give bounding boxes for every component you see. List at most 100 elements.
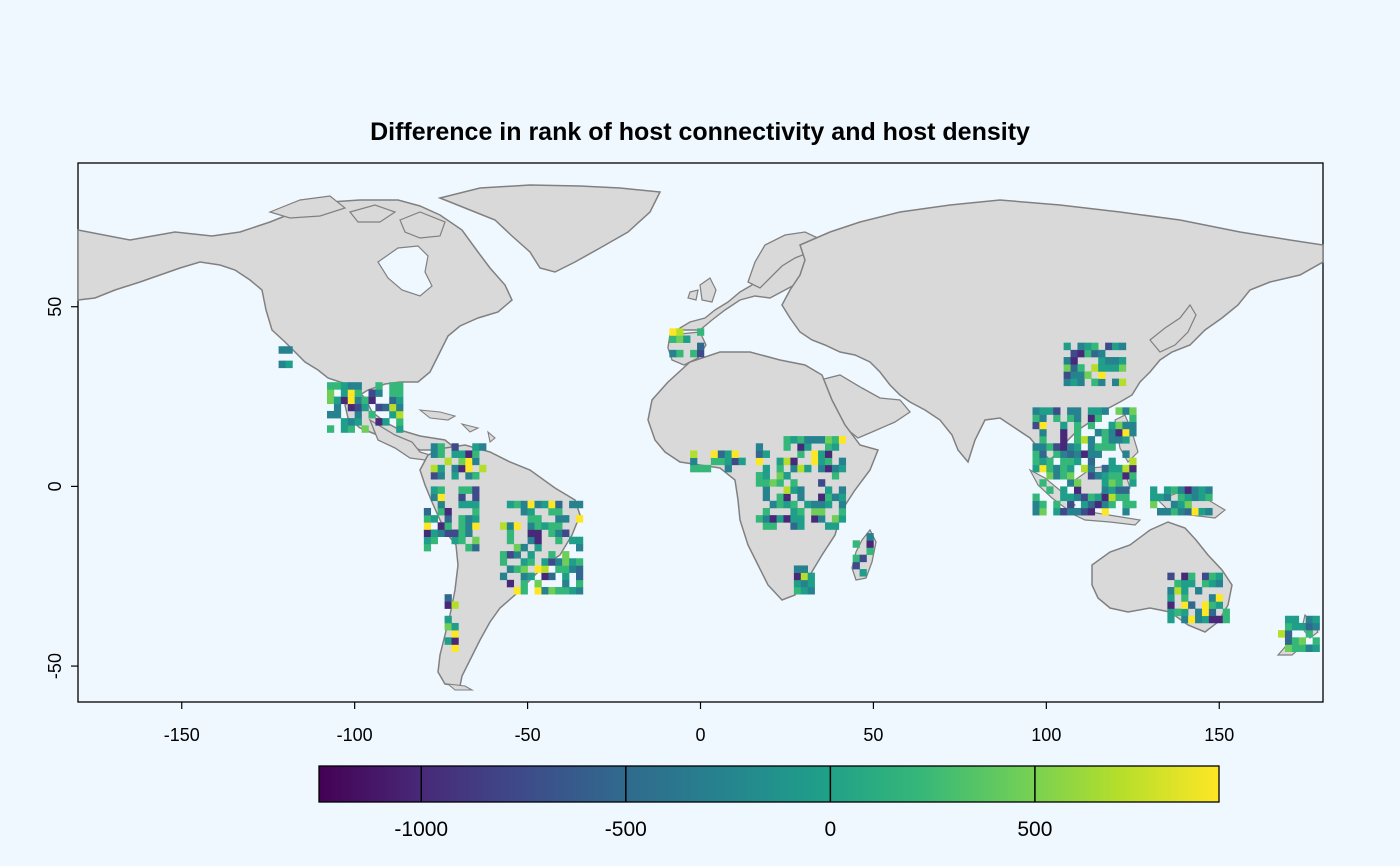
hotspot-cell bbox=[1284, 622, 1293, 631]
hotspot-cell bbox=[710, 457, 719, 466]
hotspot-cell bbox=[1184, 507, 1192, 516]
hotspot-cell bbox=[361, 403, 369, 412]
hotspot-cell bbox=[520, 500, 528, 509]
hotspot-cell bbox=[1101, 443, 1109, 451]
hotspot-cell bbox=[1067, 507, 1075, 516]
hotspot-cell bbox=[1291, 622, 1300, 631]
hotspot-cell bbox=[1129, 428, 1137, 437]
hotspot-cell bbox=[755, 472, 764, 480]
hotspot-cell bbox=[1087, 500, 1096, 509]
hotspot-cell bbox=[472, 515, 480, 523]
hotspot-cell bbox=[354, 389, 362, 397]
hotspot-cell bbox=[818, 436, 826, 444]
hotspot-cell bbox=[1101, 472, 1109, 480]
hotspot-cell bbox=[755, 515, 764, 523]
x-tick-label: -50 bbox=[515, 725, 541, 745]
hotspot-cell bbox=[465, 522, 473, 530]
asia-landmass bbox=[781, 199, 1324, 464]
hotspot-cell bbox=[797, 450, 805, 458]
hotspot-cell bbox=[451, 529, 459, 538]
hotspot-cell bbox=[811, 515, 819, 523]
hotspot-cell bbox=[555, 587, 563, 595]
hotspot-cell bbox=[831, 436, 840, 444]
hotspot-region bbox=[669, 328, 705, 358]
hotspot-cell bbox=[458, 536, 466, 545]
hotspot-cell bbox=[506, 579, 515, 588]
hotspot-cell bbox=[1098, 371, 1106, 379]
hotspot-cell bbox=[1094, 472, 1102, 480]
hotspot-cell bbox=[790, 436, 798, 444]
hotspot-cell bbox=[1115, 428, 1123, 437]
hotspot-cell bbox=[793, 565, 802, 573]
hotspot-cell bbox=[724, 450, 732, 458]
hotspot-cell bbox=[1046, 457, 1054, 466]
hotspot-cell bbox=[562, 587, 570, 595]
hotspot-cell bbox=[838, 515, 847, 523]
hotspot-cell bbox=[1115, 421, 1123, 430]
hotspot-cell bbox=[576, 579, 584, 588]
hotspot-cell bbox=[1053, 464, 1061, 473]
hotspot-cell bbox=[818, 457, 826, 466]
hotspot-cell bbox=[697, 349, 705, 358]
hotspot-cell bbox=[783, 493, 791, 502]
hotspot-cell bbox=[520, 507, 528, 516]
hotspot-cell bbox=[1201, 608, 1210, 617]
hotspot-cell bbox=[1084, 349, 1092, 358]
hotspot-cell bbox=[396, 389, 404, 397]
hotspot-cell bbox=[1032, 407, 1040, 415]
hotspot-cell bbox=[1291, 644, 1300, 652]
hotspot-cell bbox=[1115, 493, 1123, 502]
hotspot-cell bbox=[1170, 486, 1179, 494]
hotspot-cell bbox=[717, 450, 726, 458]
hotspot-cell bbox=[797, 515, 805, 523]
hotspot-cell bbox=[1039, 407, 1047, 415]
hotspot-cell bbox=[472, 522, 480, 530]
hotspot-cell bbox=[1215, 615, 1224, 624]
hotspot-cell bbox=[731, 450, 739, 458]
hotspot-cell bbox=[1046, 407, 1054, 415]
hotspot-region bbox=[1032, 407, 1137, 516]
hotspot-cell bbox=[1101, 507, 1109, 516]
hotspot-cell bbox=[1087, 436, 1096, 444]
hotspot-cell bbox=[541, 522, 549, 530]
hotspot-cell bbox=[1067, 414, 1075, 423]
hotspot-cell bbox=[437, 493, 445, 502]
hotspot-cell bbox=[1181, 572, 1189, 581]
hotspot-cell bbox=[472, 493, 480, 502]
hotspot-cell bbox=[1094, 443, 1102, 451]
hotspot-cell bbox=[1129, 479, 1137, 487]
hotspot-cell bbox=[1032, 464, 1040, 473]
hotspot-cell bbox=[327, 396, 335, 405]
hotspot-cell bbox=[1118, 342, 1127, 351]
hotspot-cell bbox=[811, 507, 819, 516]
hotspot-cell bbox=[1181, 594, 1189, 602]
hotspot-cell bbox=[368, 389, 376, 397]
hotspot-cell bbox=[1115, 407, 1123, 415]
hotspot-region bbox=[690, 450, 746, 473]
hotspot-cell bbox=[576, 558, 584, 566]
hotspot-cell bbox=[437, 500, 445, 509]
hotspot-cell bbox=[423, 536, 432, 545]
hotspot-cell bbox=[818, 450, 826, 458]
hotspot-cell bbox=[444, 615, 452, 624]
y-tick-label: 50 bbox=[45, 297, 65, 317]
hotspot-cell bbox=[1074, 507, 1082, 516]
hotspot-cell bbox=[797, 493, 805, 502]
hotspot-cell bbox=[1208, 594, 1217, 602]
british-isles bbox=[687, 277, 717, 303]
hotspot-cell bbox=[1060, 472, 1068, 480]
hotspot-cell bbox=[520, 587, 528, 595]
x-tick-label: 150 bbox=[1204, 725, 1234, 745]
hotspot-region bbox=[1150, 486, 1213, 516]
hotspot-cell bbox=[513, 543, 521, 552]
hotspot-cell bbox=[458, 464, 466, 473]
hotspot-cell bbox=[437, 443, 445, 451]
hotspot-cell bbox=[1091, 342, 1099, 351]
hotspot-cell bbox=[762, 464, 770, 473]
hotspot-cell bbox=[1284, 637, 1293, 645]
hotspot-cell bbox=[1032, 421, 1040, 430]
hotspot-cell bbox=[389, 410, 397, 419]
hotspot-cell bbox=[1063, 342, 1071, 351]
hotspot-cell bbox=[669, 349, 677, 358]
hotspot-cell bbox=[576, 500, 584, 509]
